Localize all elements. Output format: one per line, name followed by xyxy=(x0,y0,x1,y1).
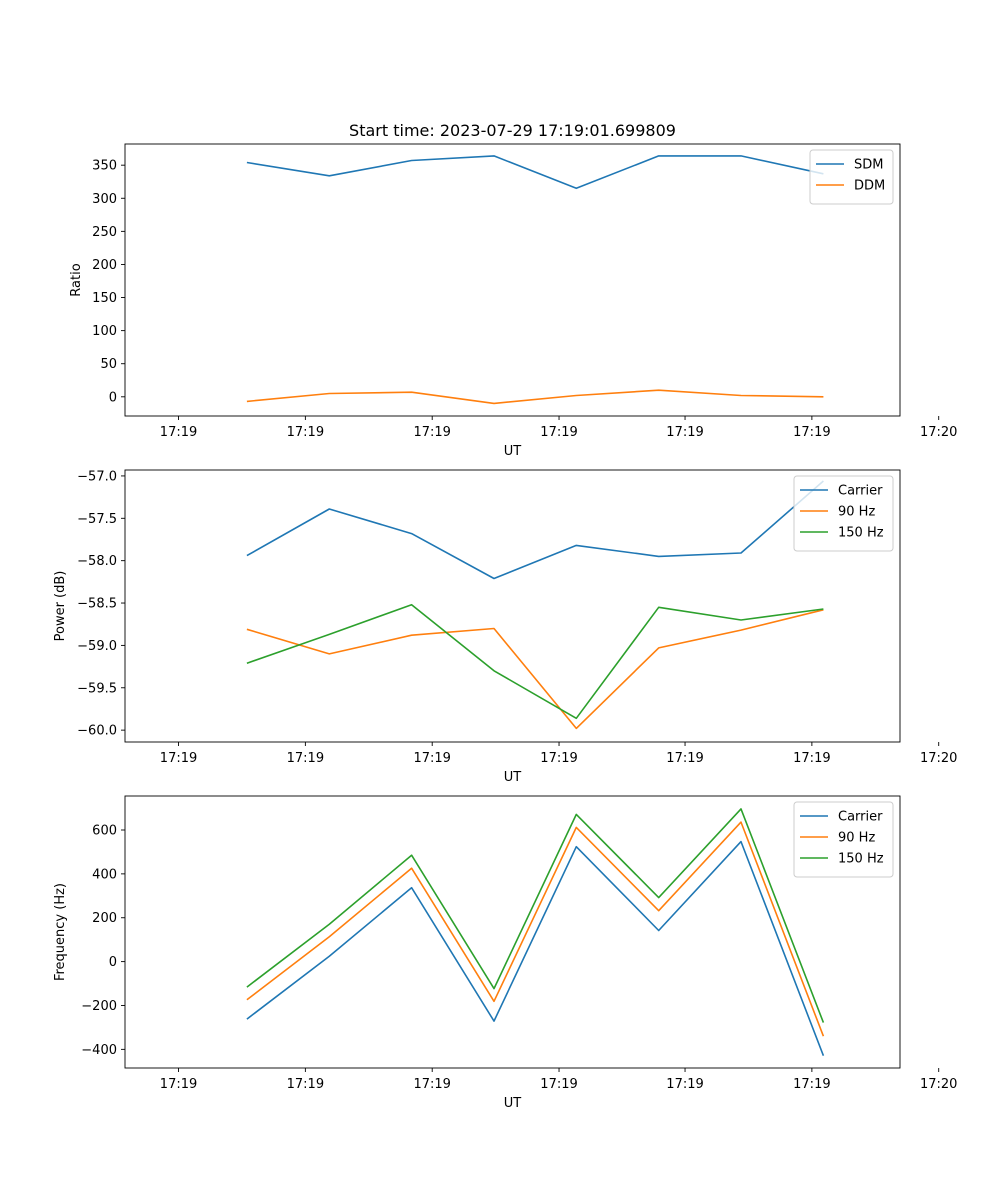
series-line-sdm xyxy=(246,155,824,190)
y-axis-label: Power (dB) xyxy=(53,571,68,642)
legend-label: DDM xyxy=(854,179,885,194)
series-line-90-hz xyxy=(246,821,825,1037)
legend: Carrier 90 Hz 150 Hz xyxy=(793,801,894,878)
axes-frame xyxy=(124,469,901,743)
x-tick-label: 17:19 xyxy=(666,1077,703,1092)
y-axis-label: Frequency (Hz) xyxy=(53,883,68,981)
y-tick-label: 300 xyxy=(92,192,117,207)
x-tick-label: 17:19 xyxy=(160,1077,197,1092)
series-line-150-hz xyxy=(246,603,824,720)
legend-label: 90 Hz xyxy=(838,505,875,520)
legend-label: 150 Hz xyxy=(838,526,884,541)
axes-frame xyxy=(124,143,901,417)
x-tick-label: 17:19 xyxy=(666,751,703,766)
y-axis-label: Ratio xyxy=(69,263,84,296)
series-line-ddm xyxy=(246,389,824,405)
plots: 17:19 17:19 17:19 17:19 17:19 17:19 17:20 UT 0 50… xyxy=(53,143,957,1111)
y-tick-label: −58.0 xyxy=(77,554,117,569)
x-tick-label: 17:19 xyxy=(540,751,577,766)
y-tick-label: 0 xyxy=(109,955,117,970)
y-tick-label: 250 xyxy=(92,225,117,240)
y-tick-label: −59.5 xyxy=(77,681,117,696)
y-tick-label: −57.0 xyxy=(77,469,117,484)
legend: SDM DDM xyxy=(809,149,894,205)
y-tick-label: 200 xyxy=(92,911,117,926)
x-tick-label: 17:19 xyxy=(540,425,577,440)
x-tick-label: 17:19 xyxy=(413,751,450,766)
x-tick-label: 17:19 xyxy=(540,1077,577,1092)
y-tick-label: −200 xyxy=(81,999,117,1014)
legend-label: Carrier xyxy=(838,484,883,499)
x-tick-label: 17:19 xyxy=(793,425,830,440)
y-tick-label: −59.0 xyxy=(77,639,117,654)
legend-label: 90 Hz xyxy=(838,831,875,846)
legend-label: 150 Hz xyxy=(838,852,884,867)
y-tick-label: −58.5 xyxy=(77,597,117,612)
y-tick-label: 150 xyxy=(92,291,117,306)
x-tick-label: 17:19 xyxy=(160,751,197,766)
x-tick-label: 17:19 xyxy=(793,751,830,766)
x-tick-label: 17:19 xyxy=(793,1077,830,1092)
y-tick-label: 50 xyxy=(100,357,117,372)
legend-label: SDM xyxy=(854,158,883,173)
figure-title: Start time: 2023-07-29 17:19:01.699809 xyxy=(349,121,676,140)
y-tick-label: 0 xyxy=(109,390,117,405)
x-tick-label: 17:20 xyxy=(920,751,957,766)
y-tick-label: 350 xyxy=(92,159,117,174)
legend-label: Carrier xyxy=(838,810,883,825)
x-tick-label: 17:19 xyxy=(287,425,324,440)
x-tick-label: 17:19 xyxy=(666,425,703,440)
x-tick-label: 17:19 xyxy=(413,1077,450,1092)
x-tick-label: 17:19 xyxy=(287,1077,324,1092)
series-line-150-hz xyxy=(246,808,825,1023)
x-tick-label: 17:19 xyxy=(287,751,324,766)
x-tick-label: 17:20 xyxy=(920,1077,957,1092)
axes-frame xyxy=(124,795,901,1069)
x-axis-label: UT xyxy=(504,1096,522,1111)
y-tick-label: −57.5 xyxy=(77,512,117,527)
panel-3: 17:19 17:19 17:19 17:19 17:19 17:19 17:20 UT −40… xyxy=(53,795,957,1111)
series-line-90-hz xyxy=(246,609,824,730)
x-tick-label: 17:19 xyxy=(413,425,450,440)
panel-2: 17:19 17:19 17:19 17:19 17:19 17:19 17:20 UT −60… xyxy=(53,469,957,785)
series-line-carrier xyxy=(246,840,825,1056)
x-axis-label: UT xyxy=(504,770,522,785)
x-axis-label: UT xyxy=(504,444,522,459)
panel-1: 17:19 17:19 17:19 17:19 17:19 17:19 17:20 UT 0 50… xyxy=(69,143,957,459)
y-tick-label: −400 xyxy=(81,1043,117,1058)
y-tick-label: 200 xyxy=(92,258,117,273)
series-line-carrier xyxy=(246,480,824,580)
y-tick-label: −60.0 xyxy=(77,724,117,739)
legend: Carrier 90 Hz 150 Hz xyxy=(793,475,894,552)
y-tick-label: 600 xyxy=(92,824,117,839)
y-tick-label: 400 xyxy=(92,867,117,882)
x-tick-label: 17:20 xyxy=(920,425,957,440)
x-tick-label: 17:19 xyxy=(160,425,197,440)
y-tick-label: 100 xyxy=(92,324,117,339)
